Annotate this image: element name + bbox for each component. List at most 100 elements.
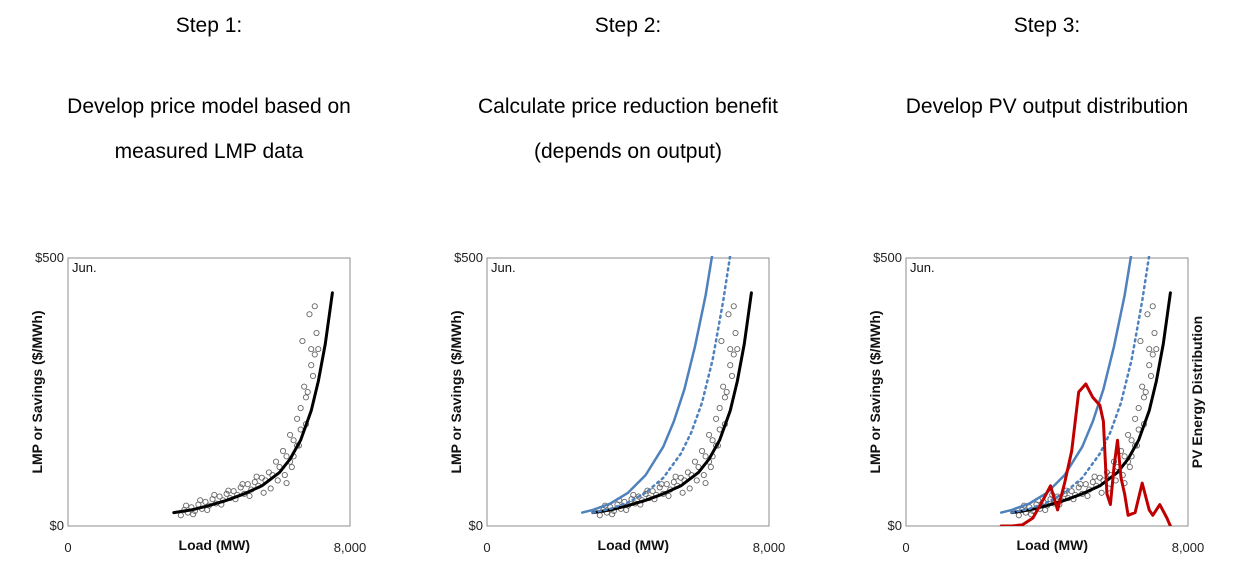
- y-axis-title: LMP or Savings ($/MWh): [867, 310, 883, 473]
- data-point: [237, 484, 244, 491]
- lmp-model-line: [172, 291, 334, 515]
- data-point: [1146, 362, 1153, 369]
- data-point: [311, 351, 318, 358]
- data-point: [672, 473, 679, 480]
- data-point: [679, 489, 686, 496]
- plot-content: [999, 256, 1172, 526]
- data-point: [716, 405, 723, 412]
- data-point: [223, 490, 230, 497]
- data-point: [720, 383, 727, 390]
- y-axis-title: LMP or Savings ($/MWh): [29, 310, 45, 473]
- savings-line-solid: [580, 256, 714, 514]
- data-point: [290, 437, 297, 444]
- data-point: [1135, 405, 1142, 412]
- data-point: [287, 431, 294, 438]
- data-point: [302, 394, 309, 401]
- data-point: [225, 487, 232, 494]
- data-point: [665, 492, 672, 500]
- data-point: [732, 329, 739, 337]
- data-point: [698, 447, 706, 455]
- data-point: [684, 469, 691, 476]
- data-point: [279, 447, 287, 455]
- y-tick-label: $500: [454, 250, 483, 265]
- data-point: [177, 512, 184, 519]
- data-point: [308, 346, 315, 353]
- data-point: [1077, 481, 1084, 488]
- data-point: [596, 512, 603, 519]
- data-point: [721, 394, 728, 401]
- panel-label: Jun.: [491, 260, 516, 275]
- data-point: [297, 405, 304, 412]
- data-point: [216, 493, 223, 500]
- data-point: [730, 351, 737, 358]
- data-point: [1084, 492, 1091, 500]
- data-point: [313, 329, 320, 337]
- data-point: [294, 415, 301, 422]
- data-point: [1126, 463, 1133, 471]
- data-point: [283, 480, 290, 487]
- x-tick-label: 0: [902, 540, 909, 555]
- data-point: [301, 383, 308, 390]
- data-point: [1121, 453, 1128, 460]
- data-point: [267, 485, 274, 492]
- step-description-line: Develop PV output distribution: [905, 95, 1189, 118]
- y2-axis-title: PV Energy Distribution: [1189, 316, 1205, 468]
- step-description: Calculate price reduction benefit (depen…: [419, 84, 837, 174]
- data-point: [707, 463, 714, 471]
- data-point: [656, 484, 663, 491]
- data-point: [734, 346, 741, 353]
- chart: $0 $500 0 8,000 Load (MW) LMP or Savings ($/M…: [867, 250, 1205, 555]
- step-title: Step 1:: [175, 14, 243, 37]
- step-description-line: (depends on output): [534, 140, 722, 163]
- y-tick-label: $0: [50, 518, 64, 533]
- data-point: [299, 338, 306, 345]
- data-point: [272, 458, 280, 465]
- data-point: [609, 511, 616, 518]
- data-point: [309, 372, 317, 379]
- x-tick-label: 8,000: [753, 540, 786, 555]
- data-point: [1153, 346, 1160, 353]
- data-point: [709, 437, 716, 444]
- x-tick-label: 0: [64, 540, 71, 555]
- data-point: [274, 477, 281, 484]
- y-tick-label: $0: [469, 518, 483, 533]
- step-description: Develop PV output distribution: [838, 84, 1256, 129]
- data-point: [306, 311, 313, 318]
- plot-area: [905, 257, 1189, 527]
- step-3-panel: Step 3: Develop PV output distribution $…: [838, 0, 1256, 561]
- data-point: [1015, 512, 1022, 519]
- data-point: [308, 362, 315, 369]
- data-point: [723, 388, 730, 396]
- x-axis-title: Load (MW): [1017, 537, 1089, 553]
- savings-line-dotted: [1010, 256, 1151, 514]
- step-title: Step 2:: [594, 14, 662, 37]
- data-point: [1147, 372, 1155, 379]
- chart: $0 $500 0 8,000 Load (MW) LMP or Savings ($/M…: [448, 250, 786, 555]
- x-tick-label: 8,000: [334, 540, 367, 555]
- data-point: [1128, 437, 1135, 444]
- panel-label: Jun.: [72, 260, 97, 275]
- data-point: [727, 346, 734, 353]
- step-description-line: Calculate price reduction benefit: [477, 95, 778, 118]
- data-point: [702, 453, 709, 460]
- data-point: [283, 453, 290, 460]
- data-point: [1091, 473, 1098, 480]
- data-point: [1096, 474, 1103, 481]
- data-point: [211, 491, 218, 498]
- data-point: [1082, 481, 1089, 488]
- data-point: [686, 485, 693, 492]
- data-point: [246, 492, 253, 500]
- lmp-model-line: [1010, 291, 1172, 515]
- data-point: [1132, 415, 1139, 422]
- data-point: [677, 474, 684, 481]
- data-point: [706, 431, 713, 438]
- step-description-line: Develop price model based on: [67, 95, 351, 118]
- data-point: [725, 311, 732, 318]
- data-point: [670, 478, 677, 486]
- data-point: [727, 362, 734, 369]
- data-point: [702, 480, 709, 487]
- y-tick-label: $500: [35, 250, 64, 265]
- data-point: [258, 474, 265, 481]
- savings-line-solid: [999, 256, 1133, 514]
- data-point: [304, 388, 311, 396]
